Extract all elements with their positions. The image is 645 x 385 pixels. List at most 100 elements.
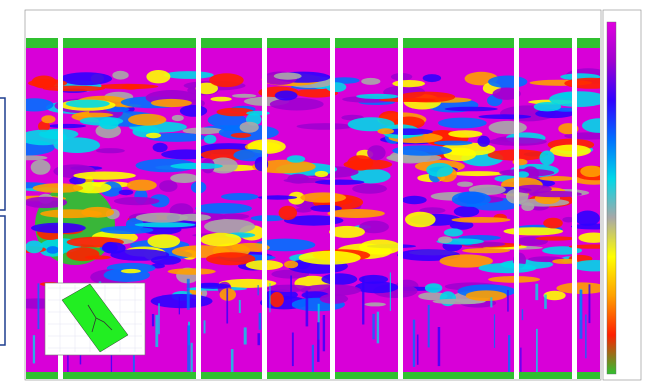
streak xyxy=(258,285,259,295)
blob xyxy=(300,192,346,202)
blob xyxy=(297,123,354,130)
blob xyxy=(361,78,380,85)
blob xyxy=(204,135,216,144)
blob xyxy=(535,236,575,240)
blob xyxy=(127,180,157,191)
streak xyxy=(226,288,228,323)
streak xyxy=(507,290,509,312)
streak xyxy=(589,284,591,323)
blob xyxy=(315,171,328,177)
streak xyxy=(490,297,492,307)
blob xyxy=(211,97,232,102)
streak xyxy=(290,276,292,309)
blob xyxy=(209,73,243,87)
blob xyxy=(279,206,297,220)
streak xyxy=(585,315,587,359)
blob xyxy=(102,242,117,253)
blob xyxy=(200,233,241,247)
blob xyxy=(550,145,591,157)
blob xyxy=(240,122,259,133)
blob xyxy=(352,184,387,194)
blob xyxy=(315,180,364,185)
blob xyxy=(195,203,252,214)
blob xyxy=(284,261,298,269)
blob xyxy=(504,227,564,235)
blob xyxy=(33,183,83,193)
streak xyxy=(580,290,583,339)
blob xyxy=(544,291,566,301)
streak xyxy=(372,314,374,340)
blob xyxy=(344,159,393,170)
blob xyxy=(488,76,527,89)
blob xyxy=(114,197,160,205)
streak xyxy=(187,279,190,310)
blob xyxy=(438,118,487,129)
streak xyxy=(522,309,524,320)
blob xyxy=(402,196,427,204)
blob xyxy=(153,143,168,152)
blob xyxy=(521,202,534,211)
blob xyxy=(170,173,198,183)
streak xyxy=(244,327,247,344)
blob xyxy=(274,73,302,80)
blob xyxy=(75,113,113,118)
blob xyxy=(466,290,507,301)
streak xyxy=(536,329,538,378)
top-strip xyxy=(26,38,600,48)
blob xyxy=(96,148,125,153)
streak xyxy=(158,303,160,334)
streak xyxy=(33,335,35,363)
page: (() => { const data = JSON.parse(documen… xyxy=(0,0,645,385)
blob xyxy=(454,206,479,217)
blob xyxy=(151,99,192,107)
streak xyxy=(187,325,190,371)
streak xyxy=(323,315,325,351)
blob xyxy=(267,285,311,292)
blob xyxy=(479,114,532,119)
blob xyxy=(66,100,110,108)
blob xyxy=(146,70,170,83)
blob xyxy=(80,117,123,126)
blob xyxy=(270,292,284,307)
blob xyxy=(539,176,574,181)
streak xyxy=(152,314,154,326)
blob xyxy=(180,105,207,117)
blob xyxy=(452,217,511,223)
streak xyxy=(306,291,309,327)
well xyxy=(330,38,335,379)
streak xyxy=(494,314,495,348)
blob xyxy=(31,160,51,175)
blob xyxy=(183,128,225,135)
blob xyxy=(168,268,216,275)
blob xyxy=(231,133,251,138)
blob xyxy=(575,211,600,226)
well xyxy=(262,38,267,379)
blob xyxy=(41,115,55,123)
blob xyxy=(270,98,324,111)
well xyxy=(572,38,577,379)
streak xyxy=(258,333,261,345)
streak xyxy=(259,313,262,330)
blob xyxy=(356,94,398,99)
blob xyxy=(151,294,213,308)
well xyxy=(398,38,403,379)
streak xyxy=(377,312,379,344)
blob xyxy=(367,145,385,160)
blob xyxy=(327,209,384,218)
blob xyxy=(365,302,386,306)
blob xyxy=(112,71,128,80)
blob xyxy=(444,228,463,236)
blob xyxy=(448,130,482,137)
streak xyxy=(312,345,314,374)
streak xyxy=(38,283,40,329)
blob xyxy=(146,133,161,138)
blob xyxy=(489,121,527,134)
blob xyxy=(457,182,473,187)
blob xyxy=(148,234,181,248)
streak xyxy=(179,297,180,315)
blob xyxy=(60,72,112,85)
blob xyxy=(434,141,473,146)
blob xyxy=(295,208,312,213)
streak xyxy=(317,322,319,362)
blob xyxy=(321,273,357,285)
